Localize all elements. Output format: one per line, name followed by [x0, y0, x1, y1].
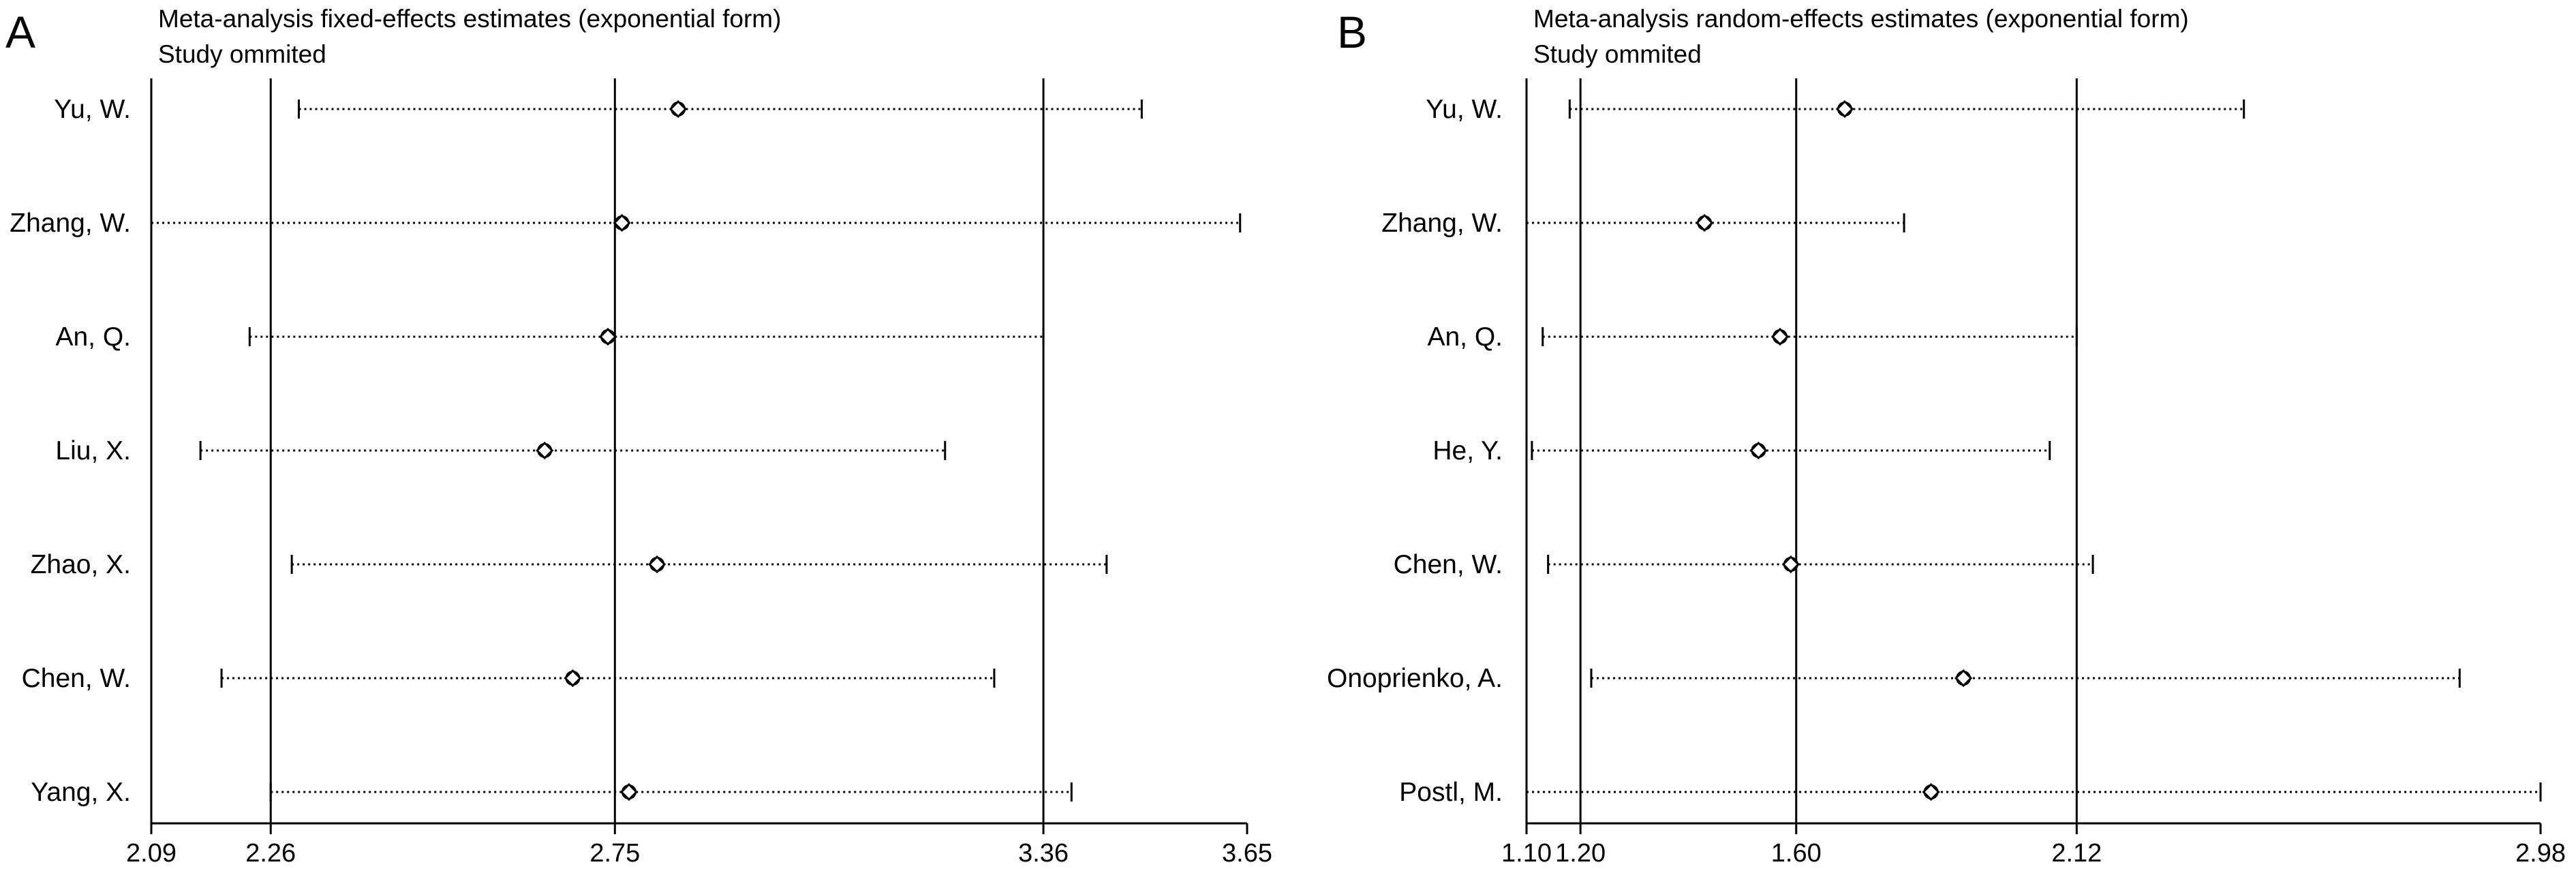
- chart-subtitle: Study ommited: [158, 40, 326, 68]
- point-estimate-marker: [1749, 441, 1768, 460]
- point-estimate-ring: [1751, 443, 1766, 458]
- study-label: Zhang, W.: [10, 209, 131, 238]
- study-label: He, Y.: [1432, 436, 1503, 466]
- point-estimate-ring: [1697, 215, 1713, 230]
- x-tick-label: 1.10: [1501, 839, 1552, 866]
- point-estimate-ring: [621, 784, 637, 799]
- point-estimate-marker: [1696, 213, 1714, 232]
- x-tick-label: 2.98: [2515, 839, 2566, 866]
- x-tick-label: 3.36: [1018, 839, 1069, 866]
- point-estimate-ring: [1956, 671, 1972, 686]
- chart-subtitle: Study ommited: [1533, 40, 1702, 68]
- study-label: Zhang, W.: [1381, 209, 1503, 238]
- point-estimate-ring: [649, 557, 665, 572]
- study-label: Yu, W.: [1426, 95, 1503, 124]
- point-estimate-marker: [619, 782, 639, 802]
- study-label: Liu, X.: [55, 436, 131, 466]
- study-label: Yang, X.: [31, 778, 131, 807]
- point-estimate-marker: [669, 100, 688, 119]
- point-estimate-marker: [1835, 100, 1854, 119]
- point-estimate-ring: [1773, 329, 1788, 344]
- x-tick-label: 1.60: [1771, 839, 1822, 866]
- chart-title: Meta-analysis random-effects estimates (…: [1533, 5, 2189, 33]
- study-label: Onoprienko, A.: [1327, 664, 1503, 693]
- chart-title: Meta-analysis fixed-effects estimates (e…: [158, 5, 781, 33]
- x-tick-label: 2.75: [589, 839, 640, 866]
- study-label: Yu, W.: [54, 95, 131, 124]
- point-estimate-marker: [613, 213, 631, 232]
- panel-letter: A: [5, 7, 35, 57]
- panel-letter: B: [1337, 7, 1367, 57]
- point-estimate-ring: [671, 102, 686, 117]
- point-estimate-marker: [564, 669, 582, 688]
- point-estimate-marker: [1781, 555, 1800, 574]
- point-estimate-ring: [1837, 102, 1852, 117]
- x-tick-label: 2.09: [126, 839, 177, 866]
- study-label: Postl, M.: [1399, 778, 1503, 807]
- study-label: Chen, W.: [22, 664, 131, 693]
- point-estimate-ring: [600, 329, 615, 344]
- panel-b: B Meta-analysis random-effects estimates …: [1327, 5, 2566, 868]
- point-estimate-ring: [1923, 784, 1939, 799]
- x-tick-label: 3.65: [1222, 839, 1272, 866]
- point-estimate-ring: [1783, 557, 1798, 572]
- study-label: An, Q.: [1427, 322, 1503, 352]
- study-label: Chen, W.: [1394, 550, 1503, 579]
- point-estimate-ring: [614, 215, 630, 230]
- x-tick-label: 1.20: [1555, 839, 1606, 866]
- point-estimate-ring: [537, 443, 553, 458]
- point-estimate-ring: [565, 671, 581, 686]
- study-label: An, Q.: [55, 322, 131, 352]
- x-tick-label: 2.12: [2051, 839, 2102, 866]
- point-estimate-marker: [648, 555, 666, 574]
- point-estimate-marker: [536, 441, 554, 460]
- panel-a: A Meta-analysis fixed-effects estimates (…: [5, 5, 1272, 868]
- x-tick-label: 2.26: [245, 839, 296, 866]
- study-label: Zhao, X.: [31, 550, 131, 579]
- point-estimate-marker: [1954, 669, 1973, 688]
- point-estimate-marker: [1922, 782, 1940, 802]
